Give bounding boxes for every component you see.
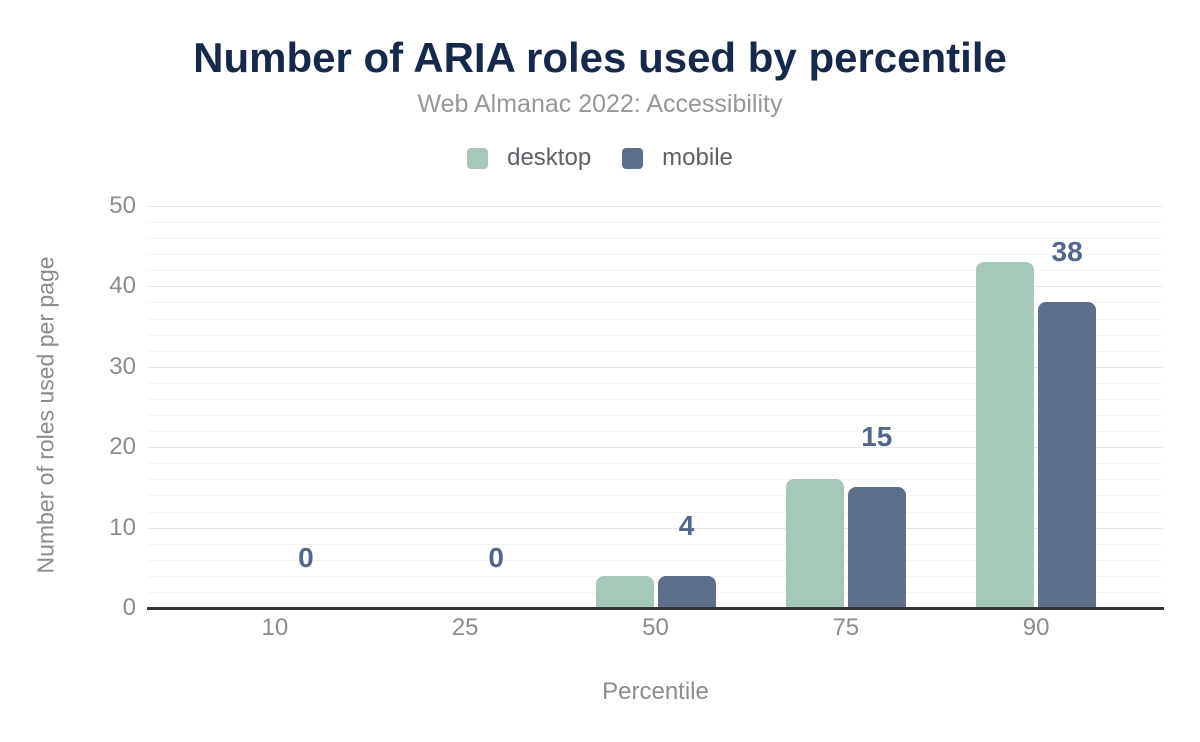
value-label: 0: [298, 542, 314, 573]
value-label: 38: [1051, 236, 1083, 267]
y-tick-label: 40: [109, 272, 136, 300]
y-tick-label: 20: [109, 433, 136, 461]
bar-desktop-90[interactable]: [976, 262, 1035, 608]
chart-legend: desktop mobile: [0, 144, 1200, 172]
legend-swatch-icon: [467, 147, 489, 169]
x-tick-label: 25: [451, 614, 479, 641]
gridline-minor: [148, 302, 1163, 304]
gridline-minor: [148, 479, 1163, 481]
y-tick-label: 30: [109, 352, 136, 380]
gridline-minor: [148, 270, 1163, 272]
gridline-minor: [148, 318, 1163, 320]
x-tick-label: 90: [1022, 614, 1050, 641]
y-tick-label: 50: [109, 192, 136, 219]
gridline-major: [148, 447, 1163, 449]
gridline-minor: [148, 463, 1163, 465]
gridline-major: [148, 206, 1163, 207]
bar-mobile-75[interactable]: [847, 487, 906, 608]
chart-title: Number of ARIA roles used by percentile: [193, 34, 1007, 81]
bar-mobile-50[interactable]: [657, 576, 716, 608]
legend-item-desktop[interactable]: desktop: [467, 144, 591, 172]
legend-item-mobile[interactable]: mobile: [622, 144, 733, 172]
x-tick-label: 50: [642, 614, 669, 641]
gridline-minor: [148, 511, 1163, 513]
chart-subtitle: Web Almanac 2022: Accessibility: [417, 90, 783, 118]
gridline-minor: [148, 495, 1163, 497]
gridline-minor: [148, 254, 1163, 256]
gridline-minor: [148, 543, 1163, 545]
gridline-major: [148, 366, 1163, 368]
gridline-minor: [148, 238, 1163, 240]
x-axis-title: Percentile: [602, 678, 709, 705]
x-axis-line: [147, 607, 1164, 610]
gridline-minor: [148, 382, 1163, 384]
gridline-minor: [148, 431, 1163, 433]
legend-label: desktop: [507, 144, 592, 171]
plot-area: 0 0 4 15 38: [147, 206, 1164, 610]
legend-swatch-icon: [622, 147, 644, 169]
gridline-minor: [148, 415, 1163, 417]
value-label: 15: [861, 421, 893, 452]
gridline-minor: [148, 591, 1163, 593]
gridline-minor: [148, 334, 1163, 336]
bar-desktop-75[interactable]: [785, 479, 844, 608]
value-label: 4: [678, 510, 695, 541]
gridline-minor: [148, 559, 1163, 561]
gridline-major: [148, 527, 1163, 529]
x-tick-label: 10: [261, 614, 289, 641]
x-tick-label: 75: [832, 614, 860, 641]
gridline-minor: [148, 398, 1163, 400]
gridline-major: [148, 286, 1163, 288]
gridline-minor: [148, 350, 1163, 352]
y-tick-label: 0: [122, 594, 136, 621]
legend-label: mobile: [662, 144, 733, 171]
gridline-minor: [148, 575, 1163, 577]
value-label: 0: [488, 542, 504, 573]
y-tick-label: 10: [109, 513, 136, 541]
bar-mobile-90[interactable]: [1038, 302, 1097, 608]
gridline-minor: [148, 222, 1163, 224]
bar-desktop-50[interactable]: [595, 576, 654, 608]
